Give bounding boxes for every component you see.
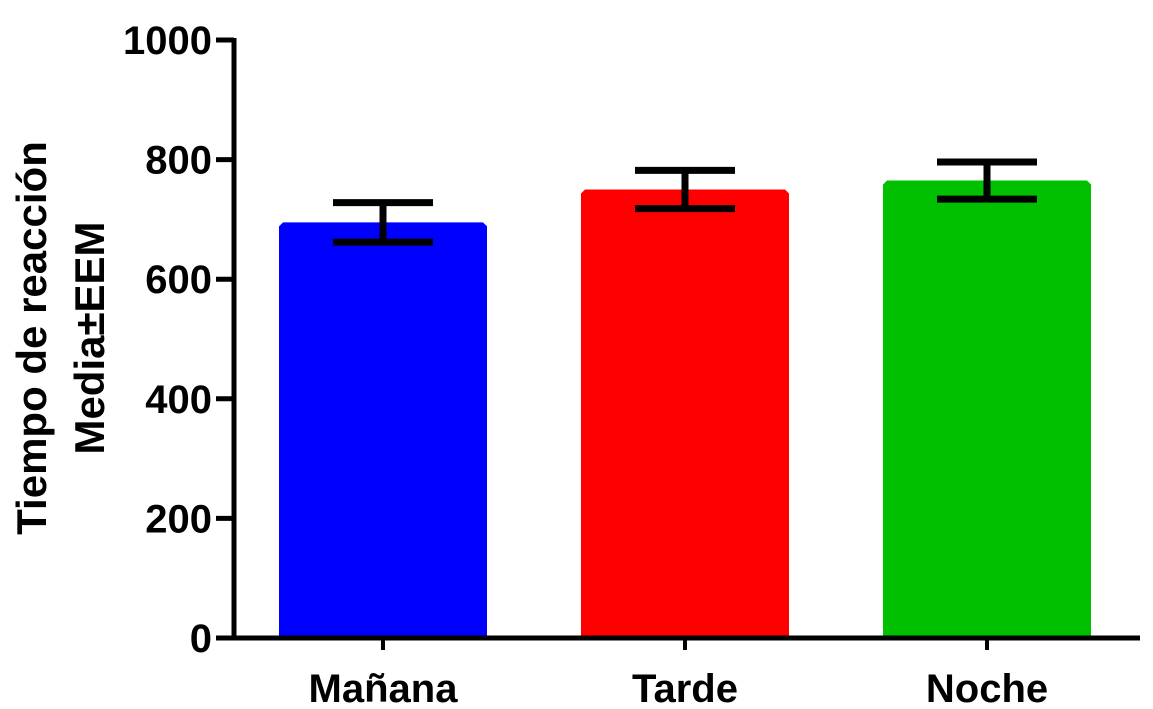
y-tick-label-0: 0 (190, 617, 212, 661)
y-tick-label-1000: 1000 (123, 19, 212, 63)
y-axis-title-line1: Tiempo de reacción (8, 141, 55, 535)
x-tick-label-1: Mañana (309, 667, 459, 709)
bars-group (279, 180, 1091, 638)
y-tick-label-800: 800 (145, 139, 212, 183)
x-tick-label-2: Tarde (632, 667, 738, 709)
error-bars-group (333, 158, 1037, 246)
y-axis-title-line2: Media±EEM (66, 221, 113, 454)
axes-group (216, 37, 1140, 650)
y-tick-label-400: 400 (145, 378, 212, 422)
labels-group: Mañana Tarde Noche 0 200 400 600 800 1000 (123, 19, 1048, 709)
bar-2 (581, 189, 789, 638)
y-tick-label-200: 200 (145, 497, 212, 541)
x-tick-label-3: Noche (926, 667, 1048, 709)
bar-3 (883, 180, 1091, 638)
y-tick-label-600: 600 (145, 258, 212, 302)
bar-1 (279, 222, 487, 638)
